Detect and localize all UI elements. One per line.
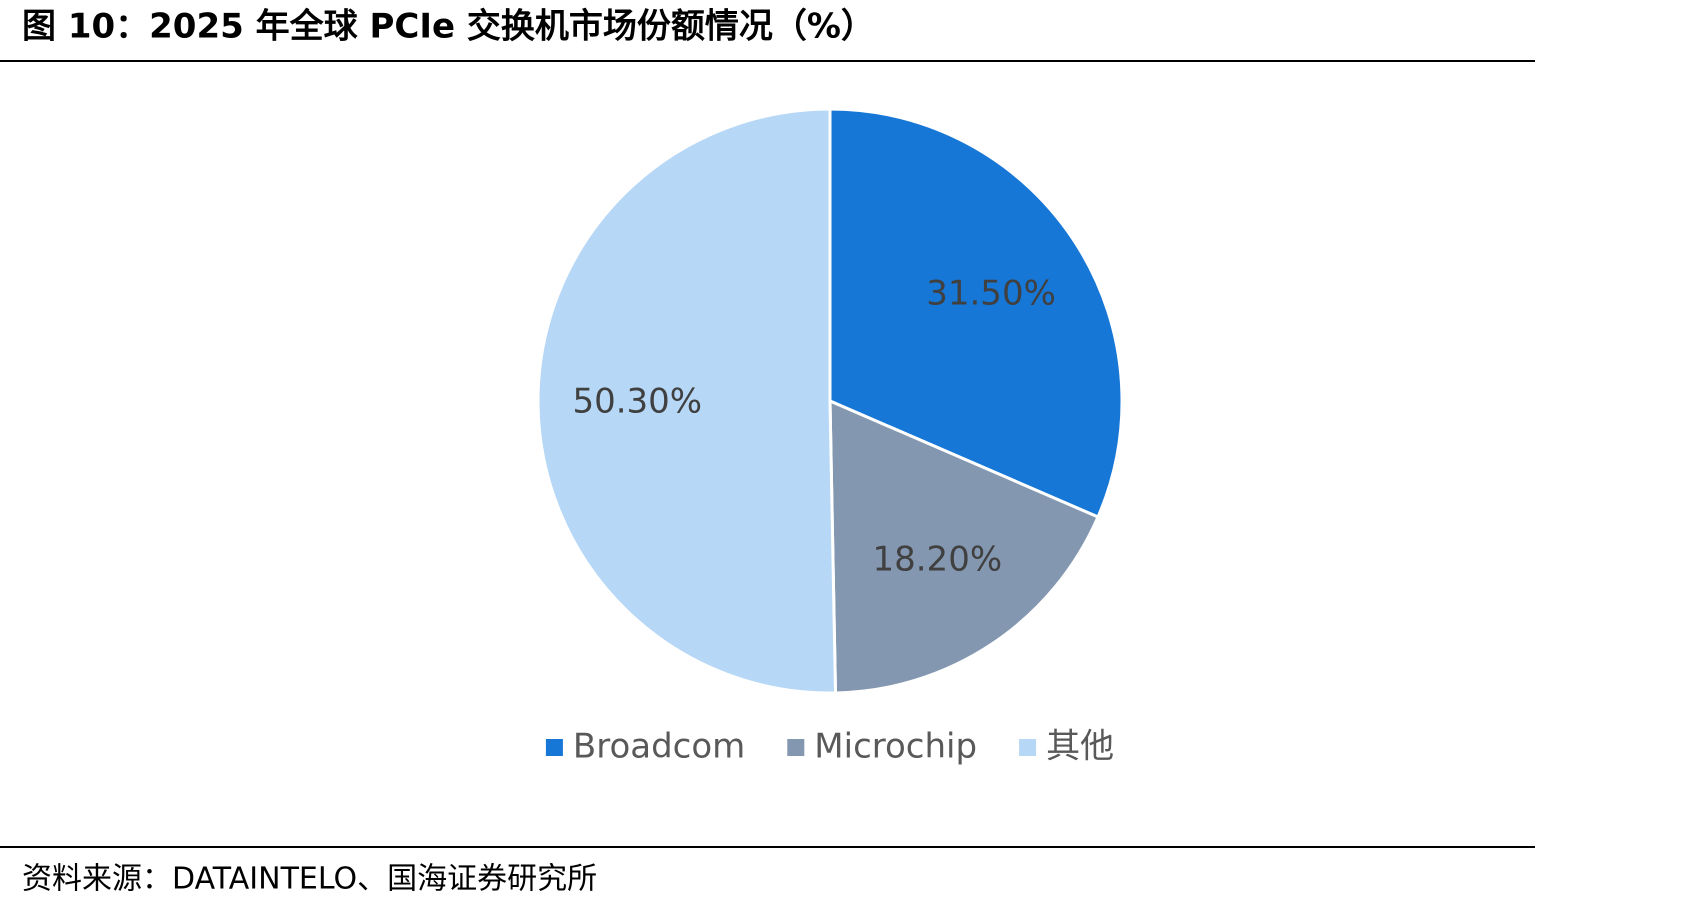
pie: 31.50% 18.20% 50.30% [536, 107, 1124, 695]
data-label: 18.20% [872, 540, 1002, 580]
legend: Broadcom Microchip 其他 [545, 727, 1114, 767]
pie-slice [536, 107, 838, 695]
legend-label: Broadcom [573, 727, 745, 767]
chart-title: 图 10：2025 年全球 PCIe 交换机市场份额情况（%） [22, 7, 875, 47]
legend-label: Microchip [814, 727, 977, 767]
pie-slice [828, 398, 1100, 695]
legend-label: 其他 [1046, 727, 1114, 767]
legend-swatch [1019, 739, 1037, 756]
legend-swatch [545, 739, 563, 756]
legend-swatch [787, 739, 805, 756]
source-note: 资料来源：DATAINTELO、国海证券研究所 [22, 862, 597, 897]
data-label: 50.30% [572, 381, 702, 421]
pie-slice [828, 107, 1124, 519]
data-label: 31.50% [926, 274, 1056, 314]
